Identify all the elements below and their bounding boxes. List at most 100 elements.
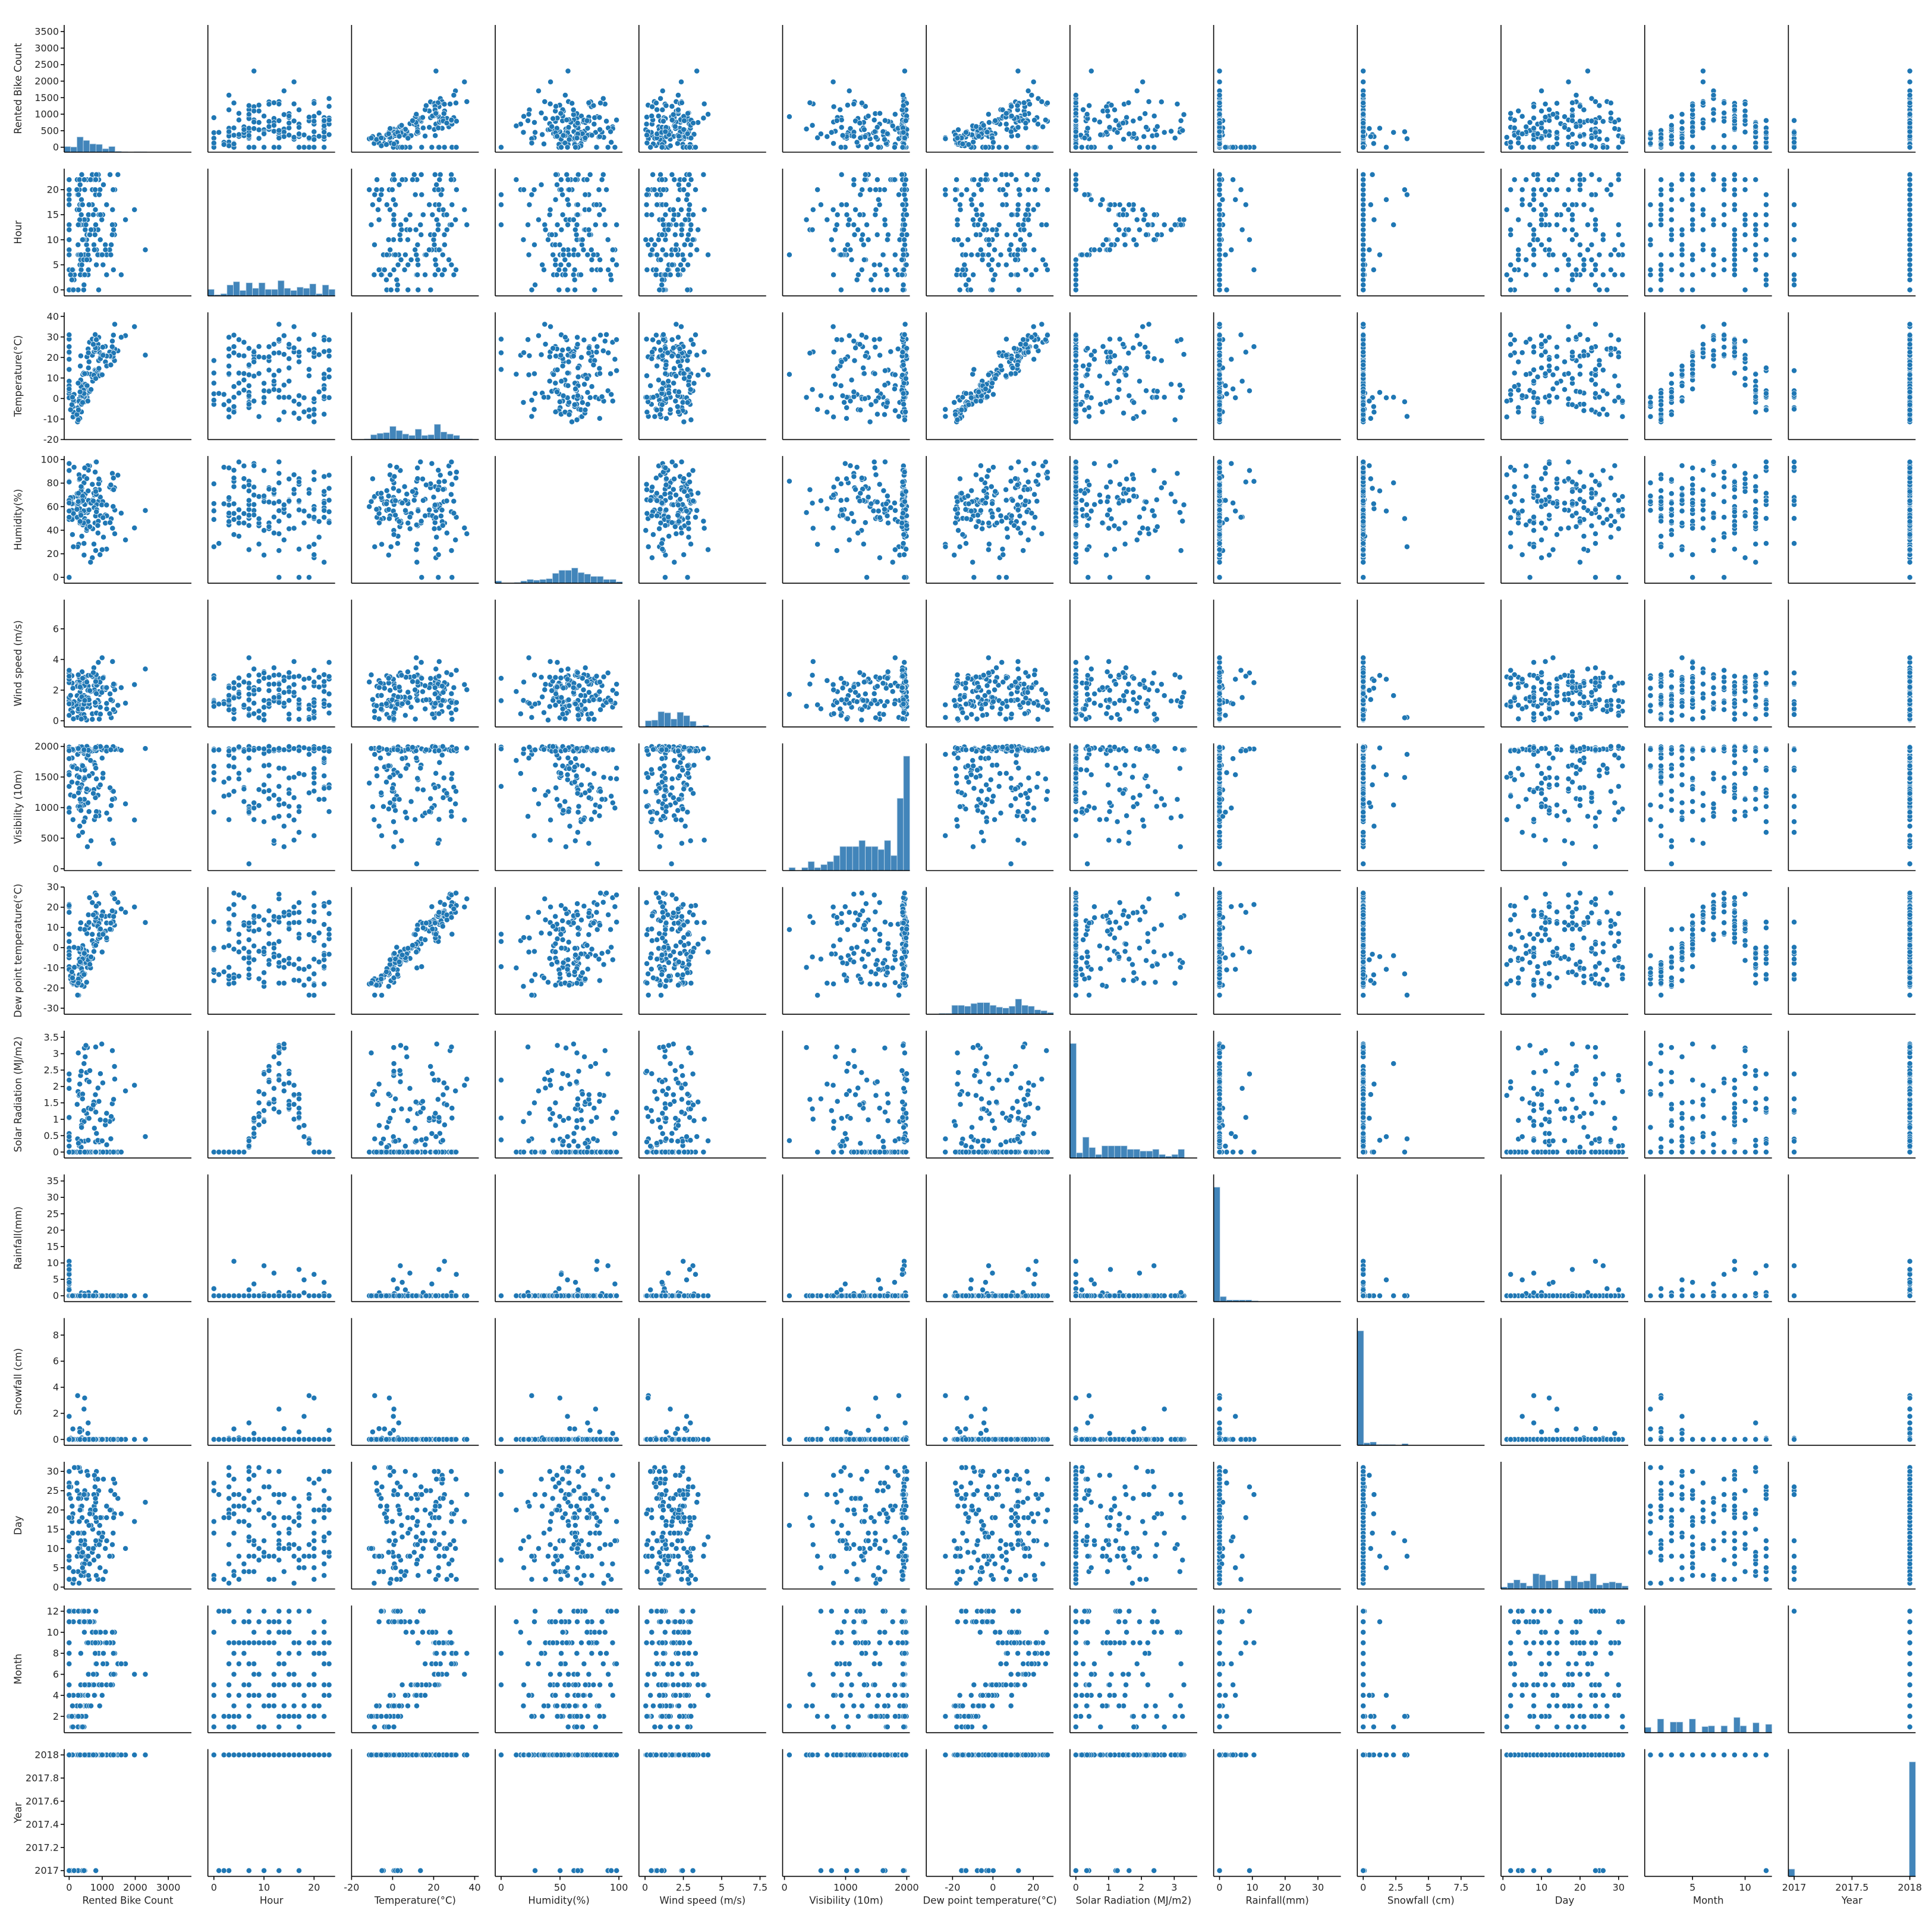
panel-rented-bike-count-vs-hour [208, 25, 335, 152]
scatter-point [1032, 118, 1037, 123]
scatter-point [1154, 133, 1159, 138]
scatter-point [549, 124, 555, 129]
scatter-point [659, 144, 665, 150]
panel-rented-bike-count-vs-wind-speed-m-s- [639, 25, 766, 152]
scatter-point [541, 141, 546, 147]
scatter-point [379, 135, 384, 140]
scatter-point [1044, 100, 1050, 106]
scatter-point [818, 131, 823, 137]
scatter-point [1722, 110, 1727, 115]
scatter-point [1732, 107, 1737, 112]
scatter-point [1154, 124, 1160, 129]
scatter-point [231, 133, 237, 138]
scatter-point [1597, 137, 1602, 142]
panel-rented-bike-count-vs-rainfall-mm- [1214, 25, 1341, 152]
scatter-point [291, 134, 297, 140]
scatter-point [1367, 126, 1372, 131]
scatter-point [554, 134, 559, 139]
scatter-point [1361, 79, 1366, 84]
scatter-point [1088, 144, 1094, 150]
scatter-point [296, 107, 301, 112]
scatter-point [1361, 129, 1366, 134]
scatter-point [271, 122, 276, 128]
scatter-point [672, 124, 678, 129]
scatter-point [246, 125, 251, 131]
scatter-point [281, 88, 287, 93]
scatter-point [1700, 68, 1706, 74]
scatter-point [543, 116, 548, 121]
histogram-bar [71, 147, 77, 152]
scatter-point [963, 130, 968, 135]
scatter-point [276, 144, 282, 150]
scatter-point [436, 144, 442, 150]
scatter-point [1009, 114, 1014, 119]
scatter-point [287, 125, 292, 131]
scatter-point [536, 88, 541, 93]
scatter-point [1040, 124, 1046, 130]
scatter-point [1504, 134, 1509, 140]
scatter-point [1162, 130, 1167, 135]
scatter-point [211, 115, 216, 120]
scatter-point [825, 134, 830, 139]
scatter-point [1535, 131, 1540, 136]
scatter-point [1612, 126, 1618, 131]
scatter-point [561, 133, 566, 138]
scatter-point [892, 144, 897, 150]
y-tick-label: 2500 [34, 59, 59, 70]
panel-rented-bike-count-vs-year [1788, 25, 1915, 152]
scatter-point [1008, 129, 1014, 134]
scatter-point [326, 132, 332, 137]
scatter-point [1550, 144, 1556, 150]
scatter-point [1763, 144, 1769, 150]
scatter-point [1753, 124, 1758, 129]
scatter-point [1181, 112, 1187, 117]
scatter-point [1608, 116, 1613, 121]
scatter-point [1711, 117, 1716, 122]
scatter-point [1679, 144, 1685, 150]
y-tick-label: 3000 [34, 42, 59, 54]
scatter-point [1137, 144, 1142, 150]
scatter-point [1589, 143, 1594, 149]
scatter-point [1531, 104, 1537, 109]
scatter-point [1589, 118, 1594, 124]
y-tick-label: 1000 [34, 109, 59, 120]
scatter-point [1577, 134, 1582, 139]
scatter-point [644, 121, 649, 127]
scatter-point [1531, 125, 1537, 131]
scatter-point [1217, 93, 1222, 98]
scatter-point [271, 128, 276, 134]
scatter-point [1143, 111, 1148, 117]
scatter-point [648, 144, 653, 150]
scatter-point [996, 144, 1002, 150]
scatter-point [1574, 93, 1579, 98]
scatter-point [871, 117, 877, 122]
scatter-point [539, 110, 544, 115]
scatter-point [271, 100, 276, 105]
scatter-point [397, 134, 402, 139]
scatter-point [514, 123, 519, 128]
y-axis-label: Rented Bike Count [12, 43, 24, 134]
scatter-point [391, 141, 397, 147]
scatter-point [1088, 68, 1094, 74]
scatter-point [1383, 144, 1389, 150]
scatter-point [869, 142, 874, 147]
y-tick-label: 0 [53, 141, 59, 153]
scatter-point [547, 101, 553, 106]
scatter-point [1732, 118, 1737, 124]
scatter-point [1023, 125, 1028, 131]
scatter-point [231, 100, 237, 106]
scatter-point [565, 144, 570, 150]
scatter-point [877, 111, 883, 116]
scatter-point [663, 103, 669, 108]
scatter-point [1566, 79, 1571, 84]
scatter-point [649, 114, 655, 119]
scatter-point [521, 130, 526, 135]
scatter-point [276, 128, 282, 133]
scatter-point [1550, 112, 1556, 117]
scatter-point [1172, 136, 1178, 141]
scatter-point [449, 117, 454, 122]
scatter-point [1669, 114, 1674, 119]
scatter-point [586, 100, 591, 105]
scatter-point [830, 79, 836, 84]
scatter-point [1648, 141, 1653, 146]
